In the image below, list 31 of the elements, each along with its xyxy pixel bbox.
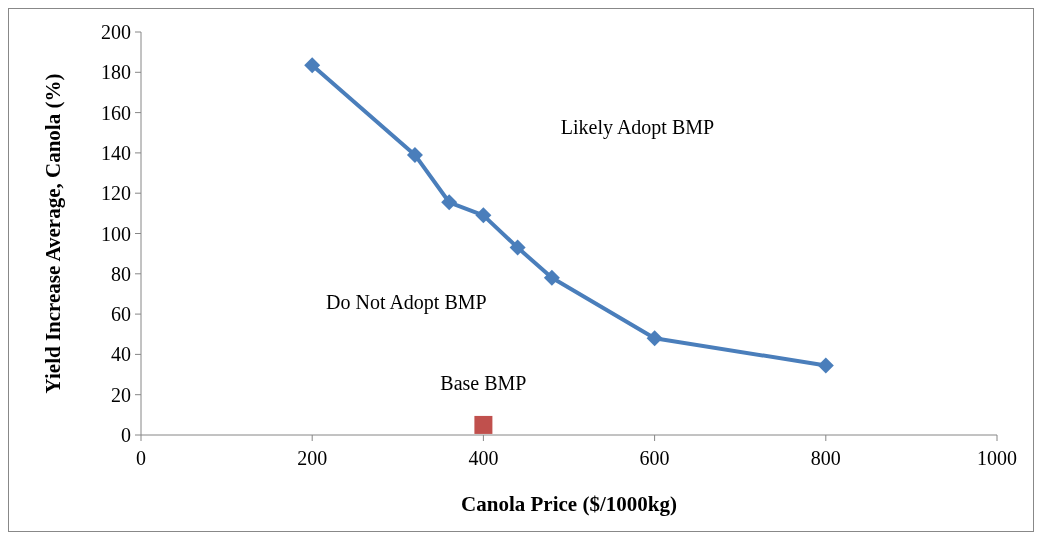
point	[441, 194, 458, 211]
y-tick-label: 160	[101, 101, 131, 124]
y-tick-label: 40	[111, 343, 131, 366]
y-tick-label: 100	[101, 222, 131, 245]
x-tick-label: 600	[639, 447, 670, 469]
y-tick-label: 0	[121, 424, 131, 446]
x-tick-label: 1000	[977, 447, 1017, 469]
annotation: Do Not Adopt BMP	[326, 291, 487, 315]
point	[406, 146, 423, 163]
annotation: Base BMP	[440, 371, 527, 394]
point	[817, 357, 834, 374]
x-tick-label: 800	[810, 447, 841, 469]
point	[304, 57, 321, 74]
y-tick-label: 140	[101, 141, 131, 164]
point	[475, 207, 492, 224]
point	[543, 269, 560, 286]
x-tick-label: 0	[136, 447, 146, 469]
y-tick-label: 200	[101, 21, 131, 43]
point	[474, 415, 493, 434]
annotation: Likely Adopt BMP	[560, 115, 715, 139]
point	[646, 330, 663, 347]
y-tick-label: 60	[111, 303, 131, 326]
y-tick-label: 180	[101, 61, 131, 84]
y-tick-label: 80	[111, 262, 131, 285]
y-tick-label: 120	[101, 182, 131, 205]
x-axis-title: Canola Price ($/1000kg)	[461, 492, 677, 516]
x-tick-label: 200	[297, 447, 328, 469]
x-tick-label: 400	[468, 447, 499, 469]
y-axis-title: Yield Increase Average, Canola (%)	[41, 73, 65, 394]
point	[509, 239, 526, 256]
y-tick-label: 20	[111, 383, 131, 406]
